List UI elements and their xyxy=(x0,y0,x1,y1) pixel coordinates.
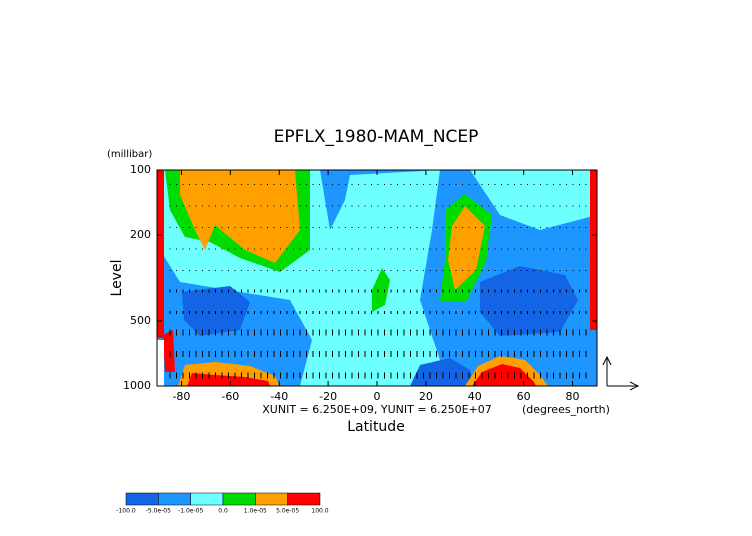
contour-field xyxy=(157,170,597,386)
x-tick-label: 20 xyxy=(419,390,433,403)
chart-title: EPFLX_1980-MAM_NCEP xyxy=(274,127,479,147)
contour-region xyxy=(372,268,390,312)
y-tick-label: 1000 xyxy=(123,379,151,392)
colorbar-label: -5.0e-05 xyxy=(146,508,171,515)
x-tick-label: 40 xyxy=(468,390,482,403)
colorbar-box xyxy=(158,492,191,506)
contour-region xyxy=(157,170,164,338)
contour-region xyxy=(410,358,475,386)
y-unit-label: (millibar) xyxy=(107,149,152,160)
contour-region xyxy=(187,373,270,386)
x-tick-label: 60 xyxy=(517,390,531,403)
y-tick-label: 200 xyxy=(130,228,151,241)
colorbar-label: 0.0 xyxy=(218,508,228,515)
reference-arrow xyxy=(602,355,612,386)
colorbar-box xyxy=(125,492,159,506)
x-axis-label: Latitude xyxy=(347,419,405,435)
contour-region xyxy=(480,266,578,336)
y-axis-label: Level xyxy=(109,260,125,297)
colorbar-label: -100.0 xyxy=(116,508,136,515)
missing-region xyxy=(157,340,164,386)
y-tick-label: 100 xyxy=(130,163,151,176)
reference-vector xyxy=(602,355,640,391)
x-tick-label: -80 xyxy=(172,390,190,403)
colorbar-label: 100.0 xyxy=(311,508,328,515)
x-unit-label: (degrees_north) xyxy=(522,403,610,416)
colorbar-label: 1.0e-05 xyxy=(244,508,267,515)
x-tick-label: 80 xyxy=(566,390,580,403)
contour-region xyxy=(590,170,597,330)
y-tick-label: 500 xyxy=(130,314,151,327)
colorbar-label: 5.0e-05 xyxy=(276,508,299,515)
colorbar-label: -1.0e-05 xyxy=(178,508,203,515)
x-tick-label: -40 xyxy=(270,390,288,403)
x-tick-label: -60 xyxy=(221,390,239,403)
annotation: XUNIT = 6.250E+09, YUNIT = 6.250E+07 xyxy=(262,403,491,416)
colorbar-box xyxy=(190,492,224,506)
contour-region xyxy=(163,330,175,372)
colorbar-box xyxy=(255,492,288,506)
colorbar-box xyxy=(222,492,256,506)
reference-arrow xyxy=(607,381,640,391)
vector-field xyxy=(169,184,587,379)
x-tick-label: 0 xyxy=(374,390,381,403)
x-tick-label: -20 xyxy=(319,390,337,403)
colorbar-box xyxy=(287,492,321,506)
contour-region xyxy=(180,170,300,263)
contour-region xyxy=(472,364,536,386)
